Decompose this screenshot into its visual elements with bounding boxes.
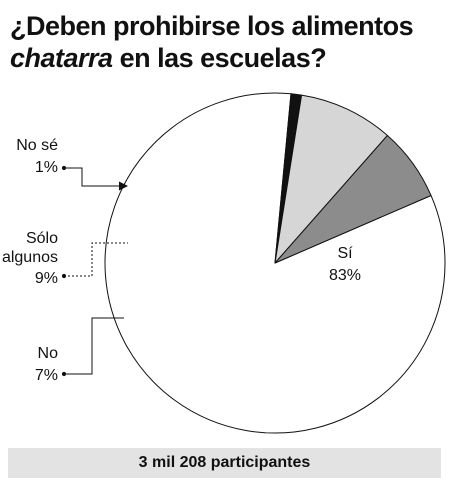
pie-slices	[104, 92, 446, 434]
label-solo-line2: algunos	[2, 249, 58, 266]
leader-dot-nose	[61, 165, 67, 171]
title-italic-word: chatarra	[10, 43, 113, 73]
leader-line-solo	[64, 242, 128, 277]
pie-slice-solo-algunos	[274, 94, 388, 264]
label-nose-name: No sé	[16, 137, 58, 154]
pie-slice-no	[274, 134, 432, 264]
label-si-name: Sí	[337, 245, 353, 262]
label-nose-pct: 1%	[35, 159, 58, 176]
leader-line-nose	[64, 167, 120, 187]
leader-dot-solo	[61, 273, 67, 279]
label-si-pct: 83%	[329, 267, 361, 284]
title-line-2: chatarra en las escuelas?	[10, 42, 465, 74]
leader-line-no	[64, 317, 124, 375]
chart-title: ¿Deben prohibirse los alimentos chatarra…	[10, 10, 465, 74]
label-no-name: No	[38, 345, 59, 362]
label-solo-pct: 9%	[35, 270, 58, 287]
participants-footer: 3 mil 208 participantes	[8, 448, 441, 478]
label-solo-line1: Sólo	[26, 230, 58, 247]
title-line-2-rest: en las escuelas?	[112, 43, 327, 73]
title-line-1: ¿Deben prohibirse los alimentos	[10, 11, 414, 41]
arrowhead-nose	[119, 181, 128, 191]
label-no-pct: 7%	[35, 367, 58, 384]
leader-dot-no	[61, 371, 67, 377]
leader-lines	[61, 165, 128, 377]
